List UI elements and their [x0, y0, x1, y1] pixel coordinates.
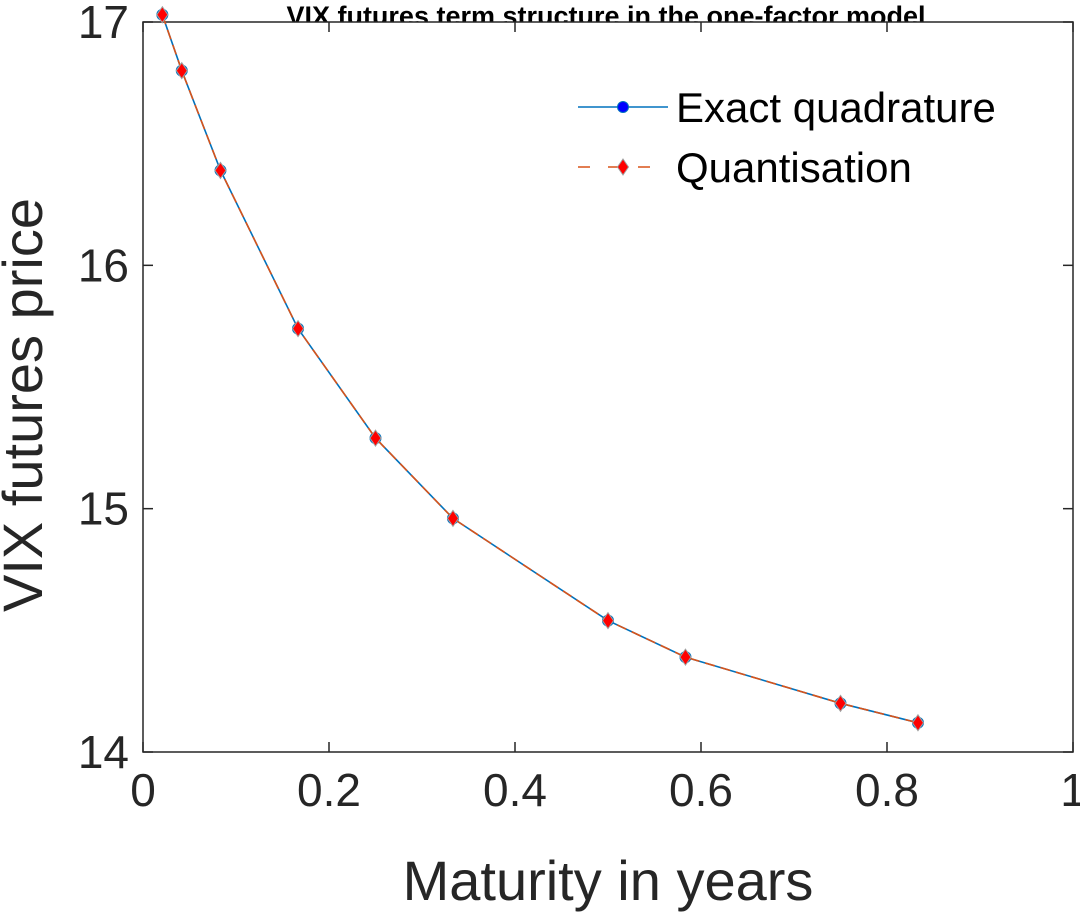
- y-tick-label: 16: [78, 239, 129, 291]
- legend-label: Quantisation: [676, 144, 912, 191]
- legend-marker: [617, 101, 629, 113]
- x-tick-label: 0: [130, 764, 156, 816]
- series-line: [161, 14, 919, 724]
- legend: Exact quadrature Quantisation: [578, 84, 996, 191]
- data-point: [679, 648, 692, 666]
- x-tick-label: 1: [1060, 764, 1080, 816]
- y-tick-label: 14: [78, 726, 129, 778]
- y-tick-label: 17: [78, 0, 129, 48]
- plot-area: [142, 21, 1074, 753]
- data-point: [175, 61, 188, 80]
- x-tick-label: 0.4: [483, 764, 547, 816]
- x-tick-label: 0.8: [855, 764, 919, 816]
- data-point: [156, 5, 169, 24]
- data-point: [214, 161, 227, 180]
- legend-label: Exact quadrature: [676, 84, 996, 131]
- legend-marker: [616, 158, 630, 176]
- data-point: [911, 713, 925, 732]
- data-point: [834, 694, 847, 713]
- x-axis-label: Maturity in years: [403, 849, 814, 912]
- data-point: [291, 319, 305, 338]
- y-axis-label: VIX futures price: [0, 198, 54, 612]
- data-point: [369, 429, 382, 447]
- series-quantisation: [156, 5, 925, 732]
- x-tick-label: 0.6: [669, 764, 733, 816]
- data-point: [446, 509, 460, 528]
- y-tick-label: 15: [78, 483, 129, 535]
- axes-box: [142, 21, 1074, 753]
- data-point: [601, 611, 615, 630]
- x-tick-label: 0.2: [297, 764, 361, 816]
- series-layer: [156, 5, 925, 732]
- axis-ticks: 0 0.2 0.4 0.6 0.8 1 14 15 16 17: [78, 0, 1080, 816]
